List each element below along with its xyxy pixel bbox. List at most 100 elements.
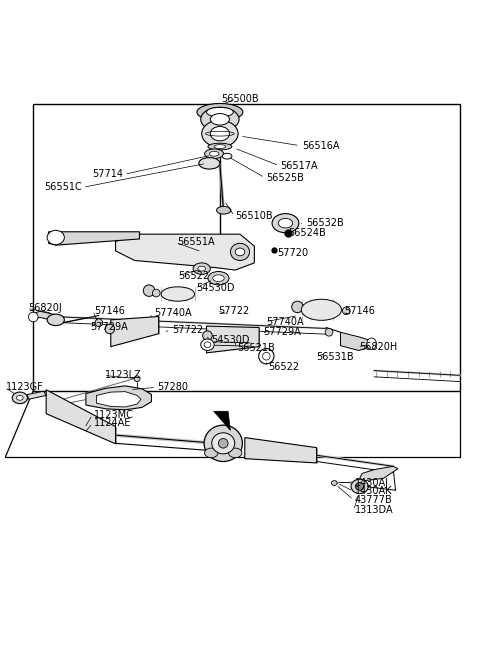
Polygon shape xyxy=(86,386,152,410)
Ellipse shape xyxy=(204,425,242,462)
Text: 56517A: 56517A xyxy=(281,160,318,171)
Ellipse shape xyxy=(222,153,232,159)
Text: 57729A: 57729A xyxy=(263,328,301,337)
Text: 56500B: 56500B xyxy=(221,94,259,103)
Ellipse shape xyxy=(208,143,232,150)
Text: 56551A: 56551A xyxy=(177,237,215,248)
Ellipse shape xyxy=(278,218,293,228)
Text: 1313DA: 1313DA xyxy=(355,505,394,515)
Text: 56524B: 56524B xyxy=(288,228,325,238)
Ellipse shape xyxy=(214,145,226,149)
Text: 56820H: 56820H xyxy=(359,342,397,352)
Text: 54530D: 54530D xyxy=(196,283,234,293)
Ellipse shape xyxy=(259,348,274,364)
Ellipse shape xyxy=(272,214,299,233)
Ellipse shape xyxy=(218,439,228,448)
Ellipse shape xyxy=(351,479,368,494)
Ellipse shape xyxy=(301,299,341,320)
Ellipse shape xyxy=(331,481,337,485)
Ellipse shape xyxy=(213,275,224,282)
Polygon shape xyxy=(206,326,259,353)
Ellipse shape xyxy=(199,158,220,169)
Ellipse shape xyxy=(216,206,231,214)
Text: 57720: 57720 xyxy=(277,248,309,258)
Text: 56521B: 56521B xyxy=(238,343,276,352)
Ellipse shape xyxy=(193,263,210,274)
Ellipse shape xyxy=(204,149,224,159)
Ellipse shape xyxy=(367,338,376,350)
Polygon shape xyxy=(245,438,317,463)
Ellipse shape xyxy=(134,376,140,382)
Ellipse shape xyxy=(209,151,219,156)
Text: 1430AJ: 1430AJ xyxy=(355,478,389,488)
Polygon shape xyxy=(48,232,140,245)
Ellipse shape xyxy=(202,121,238,147)
Text: 56820J: 56820J xyxy=(28,303,62,313)
Ellipse shape xyxy=(201,339,214,350)
Polygon shape xyxy=(32,311,63,323)
Text: 57280: 57280 xyxy=(157,383,189,392)
Text: 1430AK: 1430AK xyxy=(355,486,392,496)
Text: 57722: 57722 xyxy=(218,306,250,316)
Polygon shape xyxy=(111,316,158,346)
Polygon shape xyxy=(340,332,372,350)
Polygon shape xyxy=(116,234,254,270)
Text: 56551C: 56551C xyxy=(44,182,82,193)
Text: 1123GF: 1123GF xyxy=(5,383,43,392)
Text: 56531B: 56531B xyxy=(317,352,354,362)
Text: 57146: 57146 xyxy=(94,306,125,316)
Ellipse shape xyxy=(153,290,160,297)
Text: 56532B: 56532B xyxy=(306,218,344,228)
Text: 56522: 56522 xyxy=(268,362,299,372)
Polygon shape xyxy=(360,466,398,481)
Ellipse shape xyxy=(230,243,250,261)
Ellipse shape xyxy=(292,301,303,312)
Ellipse shape xyxy=(210,126,229,141)
Text: 56510B: 56510B xyxy=(235,211,273,221)
Ellipse shape xyxy=(161,287,194,301)
Ellipse shape xyxy=(203,331,212,341)
Ellipse shape xyxy=(208,272,229,285)
Text: 1123LZ: 1123LZ xyxy=(105,370,142,381)
Text: 57740A: 57740A xyxy=(154,308,192,318)
Text: 56525B: 56525B xyxy=(266,173,304,183)
Text: 54530D: 54530D xyxy=(211,335,250,345)
Ellipse shape xyxy=(342,307,350,314)
Ellipse shape xyxy=(28,312,38,322)
Ellipse shape xyxy=(197,103,243,121)
Text: 57740A: 57740A xyxy=(266,317,304,327)
Ellipse shape xyxy=(47,231,64,245)
Ellipse shape xyxy=(198,266,205,271)
Ellipse shape xyxy=(210,113,229,125)
Polygon shape xyxy=(214,411,230,430)
Ellipse shape xyxy=(16,396,23,400)
Text: 57146: 57146 xyxy=(344,306,375,316)
Ellipse shape xyxy=(95,319,103,327)
Polygon shape xyxy=(46,390,116,444)
Text: 56522: 56522 xyxy=(178,271,209,281)
Text: 43777B: 43777B xyxy=(355,495,393,505)
Text: 57714: 57714 xyxy=(92,170,123,179)
Ellipse shape xyxy=(235,248,245,255)
Ellipse shape xyxy=(204,448,218,458)
Ellipse shape xyxy=(201,107,239,131)
Ellipse shape xyxy=(204,342,211,348)
Ellipse shape xyxy=(47,314,64,326)
Polygon shape xyxy=(27,391,46,400)
Ellipse shape xyxy=(12,392,27,403)
Ellipse shape xyxy=(355,483,364,490)
Text: 56516A: 56516A xyxy=(302,141,340,151)
Bar xyxy=(33,104,460,390)
Ellipse shape xyxy=(105,324,115,333)
Text: 1123MC: 1123MC xyxy=(94,409,134,420)
Ellipse shape xyxy=(144,285,155,297)
Text: 1124AE: 1124AE xyxy=(94,419,132,428)
Ellipse shape xyxy=(228,448,242,458)
Ellipse shape xyxy=(263,352,270,360)
Ellipse shape xyxy=(212,433,235,454)
Ellipse shape xyxy=(206,107,233,117)
Ellipse shape xyxy=(325,328,333,336)
Text: 57729A: 57729A xyxy=(91,322,129,333)
Polygon shape xyxy=(96,392,141,407)
Text: 57722: 57722 xyxy=(172,325,204,335)
